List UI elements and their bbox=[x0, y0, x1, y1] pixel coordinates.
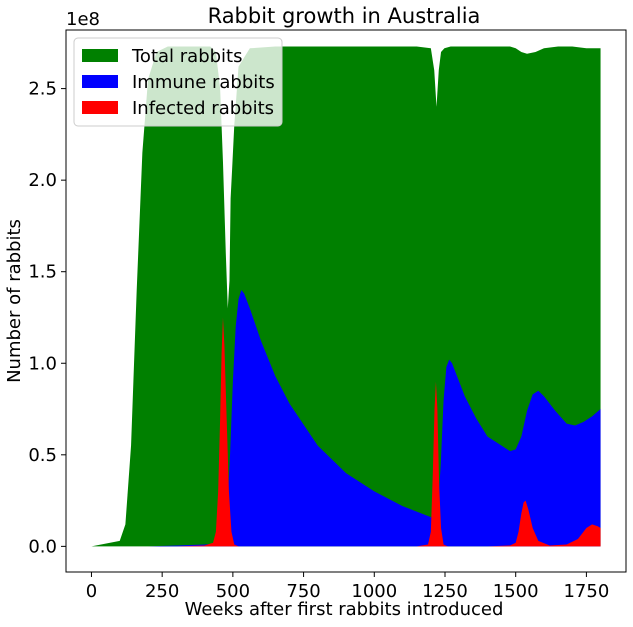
plot-frame bbox=[65, 29, 627, 573]
y-tick-label: 1.5 bbox=[28, 262, 57, 283]
x-tick-label: 1000 bbox=[351, 581, 397, 602]
area-series-group bbox=[91, 46, 601, 547]
area-series-immune-rabbits bbox=[91, 290, 601, 547]
x-tick-label: 1750 bbox=[563, 581, 609, 602]
x-tick-label: 0 bbox=[86, 581, 97, 602]
area-series-infected-rabbits bbox=[91, 317, 601, 547]
legend-swatch bbox=[82, 49, 118, 62]
y-axis-offset-text: 1e8 bbox=[66, 9, 100, 30]
x-tick-label: 1500 bbox=[493, 581, 539, 602]
x-tick-label: 250 bbox=[145, 581, 179, 602]
legend-swatch bbox=[82, 101, 118, 114]
y-tick-label: 2.5 bbox=[28, 79, 57, 100]
x-tick-label: 500 bbox=[216, 581, 250, 602]
x-axis: 0 250 500 750 1000 1250 1500 1750 bbox=[86, 572, 609, 602]
legend-label: Total rabbits bbox=[131, 46, 242, 67]
y-tick-label: 0.5 bbox=[28, 445, 57, 466]
legend-swatch bbox=[82, 75, 118, 88]
y-tick-label: 1.0 bbox=[28, 353, 57, 374]
legend-label: Infected rabbits bbox=[132, 98, 274, 119]
chart-title: Rabbit growth in Australia bbox=[208, 4, 481, 28]
x-tick-label: 1250 bbox=[422, 581, 468, 602]
x-tick-label: 750 bbox=[286, 581, 320, 602]
y-axis: 0.0 0.5 1.0 1.5 2.0 2.5 bbox=[28, 79, 66, 557]
y-axis-label: Number of rabbits bbox=[4, 219, 25, 383]
legend-box bbox=[73, 37, 283, 127]
legend-label: Immune rabbits bbox=[132, 72, 275, 93]
x-axis-label: Weeks after first rabbits introduced bbox=[185, 599, 504, 620]
y-tick-label: 0.0 bbox=[28, 536, 57, 557]
y-tick-label: 2.0 bbox=[28, 170, 57, 191]
legend: Total rabbits Immune rabbits Infected rabb… bbox=[73, 37, 283, 127]
